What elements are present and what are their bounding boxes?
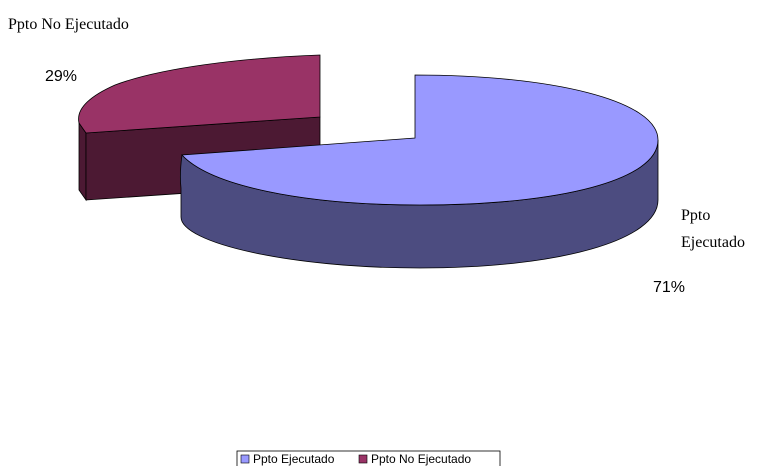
slice-side-ppto-no-ejecutado (78, 121, 87, 202)
legend-label-ppto-ejecutado: Ppto Ejecutado (253, 452, 335, 466)
legend-label-ppto-no-ejecutado: Ppto No Ejecutado (371, 452, 471, 466)
legend-swatch-ppto-ejecutado (240, 454, 250, 464)
percent-label-ppto-ejecutado: 71% (653, 279, 685, 296)
legend-swatch-ppto-no-ejecutado (358, 454, 368, 464)
category-label-ppto-no-ejecutado: Ppto No Ejecutado (8, 16, 129, 33)
percent-label-ppto-no-ejecutado: 29% (45, 68, 77, 85)
category-label-ppto-ejecutado-line2: Ejecutado (681, 234, 745, 251)
legend-border (236, 450, 501, 466)
legend: Ppto Ejecutado Ppto No Ejecutado (236, 450, 501, 466)
category-label-ppto-ejecutado-line1: Ppto (681, 207, 710, 224)
slice-top-ppto-ejecutado (181, 74, 659, 206)
pie-slice-ppto-ejecutado (179, 74, 659, 269)
slice-top-ppto-no-ejecutado (78, 54, 321, 134)
